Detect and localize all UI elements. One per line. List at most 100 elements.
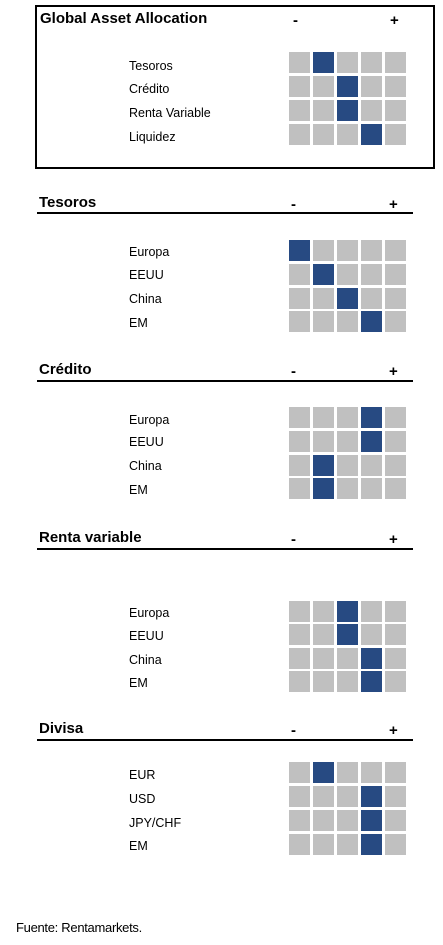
rating-cell-selected <box>361 834 382 855</box>
rating-cell <box>337 648 358 669</box>
rating-cell <box>289 478 310 499</box>
row-label: EEUU <box>129 629 164 643</box>
rating-cell <box>385 762 406 783</box>
rating-cell-selected <box>361 810 382 831</box>
rating-cell <box>361 601 382 622</box>
minus-sign: - <box>291 196 296 213</box>
rating-cell <box>361 624 382 645</box>
rating-cell-selected <box>337 624 358 645</box>
rating-cell <box>385 671 406 692</box>
rating-cell <box>337 834 358 855</box>
rating-scale <box>289 264 406 285</box>
row-label: Europa <box>129 413 170 427</box>
row-label: China <box>129 459 162 473</box>
rating-cell <box>313 624 334 645</box>
section-title: Crédito <box>39 361 92 378</box>
rating-cell <box>289 786 310 807</box>
rating-cell <box>337 52 358 73</box>
rating-cell <box>289 52 310 73</box>
rating-cell <box>313 100 334 121</box>
rating-cell <box>289 407 310 428</box>
rating-scale <box>289 648 406 669</box>
rating-scale <box>289 671 406 692</box>
rating-cell-selected <box>337 76 358 97</box>
minus-sign: - <box>291 722 296 739</box>
rating-cell-selected <box>361 671 382 692</box>
row-label: EEUU <box>129 268 164 282</box>
minus-sign: - <box>291 363 296 380</box>
rating-scale <box>289 431 406 452</box>
rating-scale <box>289 810 406 831</box>
rating-cell <box>385 311 406 332</box>
row-label: Tesoros <box>129 59 173 73</box>
rating-cell <box>337 311 358 332</box>
plus-sign: + <box>389 722 398 739</box>
rating-cell-selected <box>337 288 358 309</box>
rating-cell <box>337 810 358 831</box>
rating-cell <box>337 478 358 499</box>
rating-cell <box>385 240 406 261</box>
rating-cell <box>289 834 310 855</box>
rating-cell-selected <box>361 311 382 332</box>
section-title: Divisa <box>39 720 84 737</box>
rating-cell <box>337 786 358 807</box>
rating-cell <box>385 76 406 97</box>
rating-cell <box>385 52 406 73</box>
plus-sign: + <box>390 12 399 29</box>
row-label: USD <box>129 792 156 806</box>
row-label: China <box>129 292 162 306</box>
rating-scale <box>289 76 406 97</box>
rating-cell <box>361 478 382 499</box>
rating-cell <box>289 431 310 452</box>
row-label: EM <box>129 483 148 497</box>
rating-cell <box>313 407 334 428</box>
rating-cell <box>385 124 406 145</box>
rating-cell <box>337 762 358 783</box>
rating-cell <box>289 648 310 669</box>
rating-cell <box>313 786 334 807</box>
rating-cell <box>289 671 310 692</box>
rating-cell <box>313 810 334 831</box>
rating-cell <box>289 601 310 622</box>
rating-cell-selected <box>313 478 334 499</box>
rating-cell <box>289 455 310 476</box>
rating-cell-selected <box>361 786 382 807</box>
rating-cell-selected <box>313 455 334 476</box>
source-footnote: Fuente: Rentamarkets. <box>16 920 142 935</box>
row-label: Europa <box>129 245 170 259</box>
rating-cell <box>289 124 310 145</box>
rating-cell <box>289 810 310 831</box>
rating-cell <box>313 648 334 669</box>
minus-sign: - <box>293 12 298 29</box>
rating-scale <box>289 124 406 145</box>
rating-scale <box>289 455 406 476</box>
row-label: EM <box>129 839 148 853</box>
rating-cell <box>313 431 334 452</box>
rating-cell <box>385 478 406 499</box>
row-label: EM <box>129 316 148 330</box>
rating-cell-selected <box>313 52 334 73</box>
plus-sign: + <box>389 363 398 380</box>
row-label: China <box>129 653 162 667</box>
rating-cell <box>313 288 334 309</box>
rating-cell <box>313 601 334 622</box>
rating-cell <box>313 240 334 261</box>
rating-cell <box>385 431 406 452</box>
rating-cell <box>361 52 382 73</box>
rating-cell-selected <box>313 762 334 783</box>
rating-cell <box>385 601 406 622</box>
section-underline <box>37 548 413 550</box>
rating-cell <box>289 624 310 645</box>
rating-cell <box>289 264 310 285</box>
rating-scale <box>289 762 406 783</box>
rating-cell <box>385 407 406 428</box>
rating-cell <box>385 786 406 807</box>
section-title: Tesoros <box>39 194 97 211</box>
row-label: Crédito <box>129 82 170 96</box>
rating-scale <box>289 786 406 807</box>
rating-cell <box>337 264 358 285</box>
rating-scale <box>289 100 406 121</box>
section-title: Renta variable <box>39 529 142 546</box>
rating-cell <box>361 100 382 121</box>
rating-cell <box>385 455 406 476</box>
